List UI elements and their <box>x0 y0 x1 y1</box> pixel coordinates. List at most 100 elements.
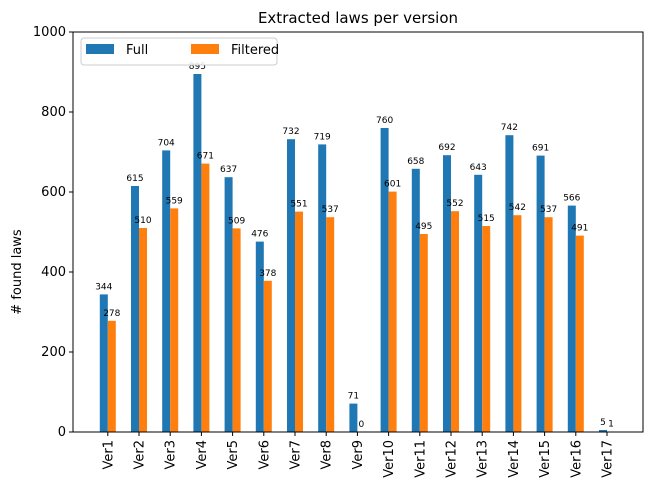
bar-value-filtered-ver6: 378 <box>259 269 276 279</box>
legend-label-filtered: Filtered <box>231 43 279 58</box>
bar-full-ver5 <box>224 177 233 432</box>
plot-area: 02004006008001000344278Ver1615510Ver2704… <box>33 25 616 478</box>
bar-full-ver2 <box>131 186 139 432</box>
bar-full-ver7 <box>287 139 295 432</box>
plot-frame <box>72 31 644 433</box>
bar-value-full-ver4: 895 <box>189 62 206 72</box>
bar-full-ver17 <box>599 430 607 432</box>
bar-value-filtered-ver3: 559 <box>166 196 183 206</box>
x-tick-label-ver7: Ver7 <box>289 440 304 470</box>
bar-value-filtered-ver5: 509 <box>228 216 245 226</box>
bar-full-ver3 <box>162 150 171 432</box>
bar-value-filtered-ver9: 0 <box>359 420 365 430</box>
legend-box <box>80 37 278 66</box>
bar-value-full-ver1: 344 <box>95 282 112 292</box>
legend-label-full: Full <box>126 43 148 58</box>
x-tick-label-ver14: Ver14 <box>507 440 522 478</box>
bar-value-filtered-ver16: 491 <box>571 224 588 234</box>
chart-title: Extracted laws per version <box>258 9 458 27</box>
bar-value-full-ver13: 643 <box>470 163 487 173</box>
bar-value-full-ver3: 704 <box>158 138 175 148</box>
bar-filtered-ver11 <box>419 234 428 432</box>
bar-filtered-ver7 <box>295 211 303 432</box>
x-tick-label-ver17: Ver17 <box>601 440 616 478</box>
bar-filtered-ver15 <box>544 217 553 432</box>
bar-filtered-ver16 <box>575 235 584 432</box>
bar-filtered-ver2 <box>139 228 147 432</box>
bar-full-ver11 <box>411 168 420 433</box>
bar-value-filtered-ver4: 671 <box>197 152 214 162</box>
bar-filtered-ver14 <box>513 215 522 432</box>
x-tick-label-ver2: Ver2 <box>133 440 148 470</box>
x-tick-label-ver11: Ver11 <box>413 440 428 478</box>
bar-full-ver9 <box>349 403 358 432</box>
x-tick-label-ver8: Ver8 <box>320 440 335 470</box>
x-tick-label-ver5: Ver5 <box>226 440 241 470</box>
bar-filtered-ver13 <box>482 226 491 432</box>
bar-value-full-ver6: 476 <box>251 230 268 240</box>
bar-value-filtered-ver1: 278 <box>103 309 120 319</box>
x-tick-label-ver9: Ver9 <box>351 440 366 470</box>
bar-full-ver12 <box>443 155 451 432</box>
bar-filtered-ver6 <box>263 280 272 432</box>
x-tick-label-ver1: Ver1 <box>101 440 116 470</box>
bar-value-filtered-ver11: 495 <box>415 222 432 232</box>
bar-value-full-ver7: 732 <box>282 127 299 137</box>
bar-full-ver1 <box>99 294 108 432</box>
y-tick-label-2: 400 <box>41 265 66 280</box>
bar-filtered-ver8 <box>326 217 335 432</box>
bar-value-filtered-ver8: 537 <box>322 205 339 215</box>
x-tick-label-ver10: Ver10 <box>382 440 397 478</box>
x-tick-label-ver16: Ver16 <box>569 440 584 478</box>
bar-value-filtered-ver14: 542 <box>509 203 526 213</box>
bar-value-filtered-ver7: 551 <box>290 200 307 210</box>
legend-swatch-filtered <box>191 44 219 54</box>
y-tick-label-0: 0 <box>58 425 66 440</box>
bar-full-ver16 <box>567 205 576 432</box>
bar-value-filtered-ver13: 515 <box>478 214 495 224</box>
y-tick-label-4: 800 <box>41 105 66 120</box>
bar-value-full-ver17: 5 <box>600 418 606 428</box>
legend-swatch-full <box>86 44 114 54</box>
bar-full-ver6 <box>255 241 264 432</box>
legend: Full Filtered <box>80 37 279 66</box>
y-tick-label-5: 1000 <box>33 25 66 40</box>
x-tick-label-ver15: Ver15 <box>538 440 553 478</box>
bar-filtered-ver12 <box>451 211 459 432</box>
bar-value-full-ver16: 566 <box>563 194 580 204</box>
bar-value-full-ver9: 71 <box>348 392 359 402</box>
x-tick-label-ver3: Ver3 <box>164 440 179 470</box>
bar-value-filtered-ver12: 552 <box>446 199 463 209</box>
x-tick-label-ver4: Ver4 <box>195 440 210 470</box>
bar-filtered-ver10 <box>388 191 397 432</box>
bar-value-filtered-ver2: 510 <box>134 216 151 226</box>
bar-value-full-ver11: 658 <box>407 157 424 167</box>
bar-full-ver15 <box>536 155 545 432</box>
bar-value-full-ver14: 742 <box>501 123 518 133</box>
bar-full-ver4 <box>193 74 202 432</box>
bar-value-full-ver8: 719 <box>314 132 331 142</box>
bar-value-full-ver2: 615 <box>126 174 143 184</box>
y-axis-title: # found laws <box>10 229 25 315</box>
x-tick-label-ver12: Ver12 <box>445 440 460 478</box>
y-tick-label-3: 600 <box>41 185 66 200</box>
x-tick-label-ver6: Ver6 <box>257 440 272 470</box>
x-tick-label-ver13: Ver13 <box>476 440 491 478</box>
bar-full-ver14 <box>505 135 514 432</box>
bar-filtered-ver4 <box>201 163 210 432</box>
bar-value-full-ver5: 637 <box>220 165 237 175</box>
bar-value-filtered-ver17: 1 <box>608 420 614 430</box>
bar-value-filtered-ver15: 537 <box>540 205 557 215</box>
y-tick-label-1: 200 <box>41 345 66 360</box>
bar-filtered-ver1 <box>107 320 116 432</box>
bar-value-filtered-ver10: 601 <box>384 180 401 190</box>
bar-full-ver13 <box>474 174 483 433</box>
bar-filtered-ver5 <box>232 228 241 432</box>
bar-value-full-ver10: 760 <box>376 116 393 126</box>
bar-value-full-ver15: 691 <box>532 144 549 154</box>
bar-value-full-ver12: 692 <box>438 143 455 153</box>
bar-full-ver10 <box>380 128 389 432</box>
bar-filtered-ver3 <box>170 208 179 432</box>
bar-full-ver8 <box>318 144 327 432</box>
